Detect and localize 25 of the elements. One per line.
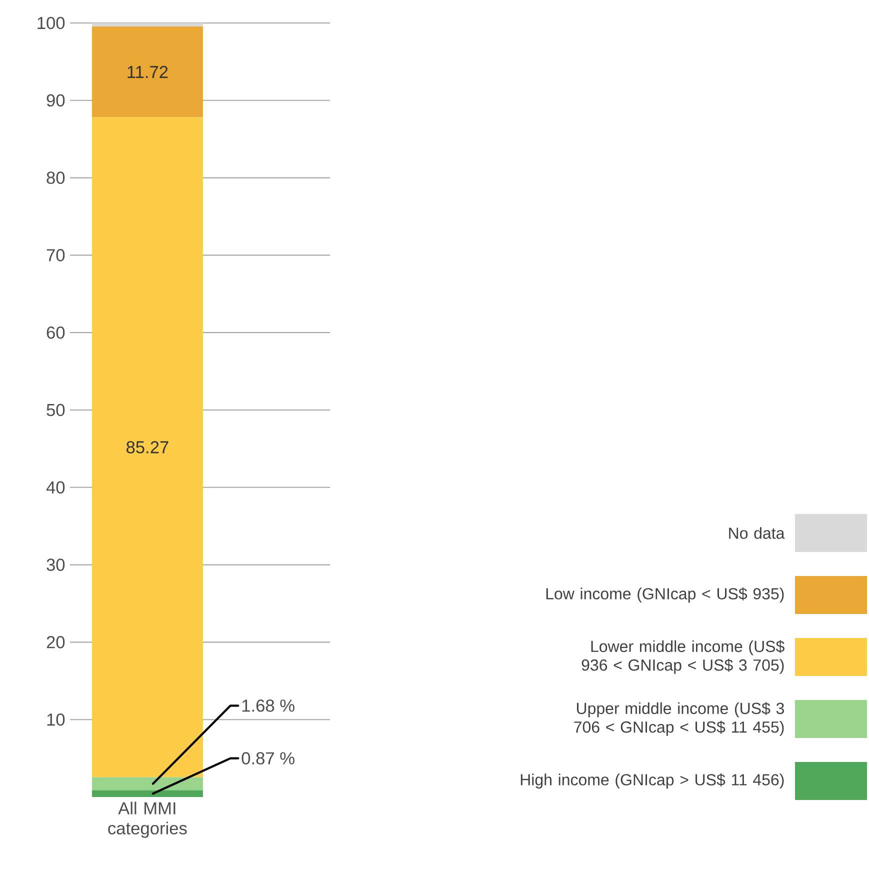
legend-label: High income (GNIcap > US$ 11 456) — [520, 773, 784, 789]
bar — [92, 22, 203, 27]
legend-label: Low income (GNIcap < US$ 935) — [546, 587, 784, 603]
legend-label: Upper middle income (US$ 3 706 < GNIcap < US$ 11 455) — [574, 702, 784, 736]
data-label: 0.87 % — [242, 752, 294, 764]
bar — [92, 790, 203, 797]
y-tick-label: 40 — [46, 481, 65, 494]
y-tick-label: 20 — [46, 636, 65, 648]
bar — [92, 777, 203, 790]
y-tick-label: 100 — [38, 16, 65, 30]
data-label: 1.68 % — [242, 700, 294, 712]
x-tick-label: All MMI categories — [108, 802, 187, 838]
y-tick-label: 50 — [46, 404, 65, 416]
y-tick-label: 30 — [46, 558, 65, 571]
data-label: 85.27 — [126, 441, 168, 454]
data-label: 11.72 — [128, 66, 168, 78]
y-tick-label: 90 — [46, 94, 65, 107]
legend-label: No data — [729, 527, 785, 539]
bar — [92, 26, 203, 118]
y-tick-label: 70 — [46, 249, 65, 262]
y-tick-label: 60 — [46, 326, 65, 339]
y-tick-label: 10 — [47, 713, 65, 726]
bar — [92, 117, 203, 778]
legend-label: Lower middle income (US$ 936 < GNIcap < US$ 3 705) — [582, 640, 784, 674]
y-tick-label: 80 — [46, 172, 65, 184]
